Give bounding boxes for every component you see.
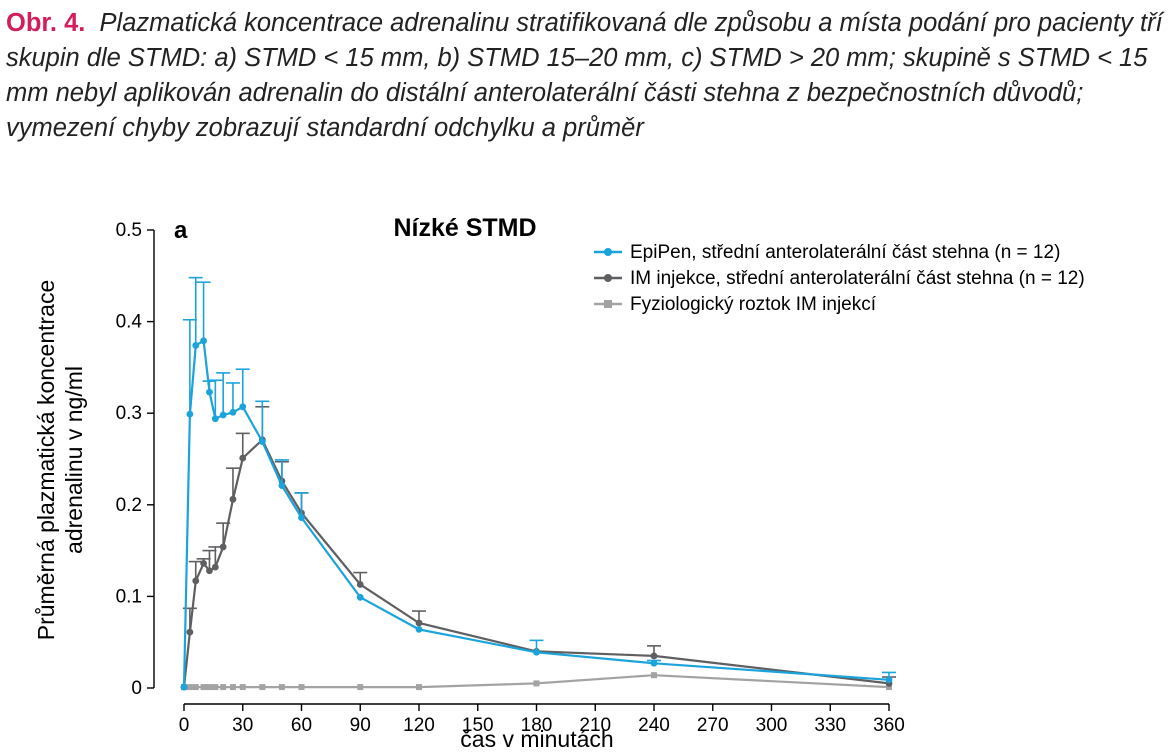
legend-label: EpiPen, střední anterolaterální část ste… [630,242,1060,263]
data-point [259,684,266,691]
legend-item: EpiPen, střední anterolaterální část ste… [594,242,1060,263]
x-tick-label: 360 [873,715,905,736]
data-point [886,684,892,691]
data-point [651,672,657,679]
data-point [186,628,194,636]
legend-item: Fyziologický roztok IM injekcí [594,294,877,315]
legend-label: IM injekce, střední anterolaterální část… [630,268,1085,289]
y-tick-label: 0.3 [116,403,142,424]
data-point [220,684,227,691]
series-3 [181,672,892,691]
legend-swatch-marker [604,274,612,282]
data-point [219,543,227,551]
x-tick-label: 270 [697,715,729,736]
caption-text: Plazmatická koncentrace adrenalinu strat… [6,9,1163,142]
x-tick-label: 0 [179,715,190,736]
y-axis-label-line-1: Průměrná plazmatická koncentrace [33,280,59,641]
x-tick-label: 60 [291,715,312,736]
chart-title: Nízké STMD [393,214,536,242]
data-point [206,388,213,396]
data-point [180,683,188,691]
series-1 [180,276,896,691]
y-tick-label: 0.4 [116,312,143,333]
data-point [298,514,305,522]
y-tick-label: 0.5 [116,220,142,241]
data-point [356,581,364,588]
data-point [533,680,540,687]
data-point [229,495,237,503]
data-point [211,415,219,423]
data-point [239,684,246,691]
data-point [212,684,219,691]
data-point [258,438,266,445]
x-tick-label: 90 [350,715,371,736]
x-tick-label: 150 [462,715,494,736]
data-point [357,684,364,691]
panel-label: a [174,217,188,244]
y-axis-label-line-2: adrenalinu v ng/ml [61,366,87,554]
y-tick-label: 0 [131,678,142,699]
data-point [356,593,364,601]
data-point [186,410,194,418]
y-tick-label: 0.2 [116,495,142,516]
data-point [206,567,213,575]
data-point [200,560,207,567]
x-tick-label: 210 [579,715,611,736]
x-tick-label: 180 [521,715,553,736]
y-tick-label: 0.1 [116,586,142,607]
data-point [650,652,658,660]
legend-label: Fyziologický roztok IM injekcí [630,294,877,315]
legend-swatch-marker [604,300,612,308]
data-point [186,684,193,691]
data-point [229,684,236,691]
data-point [415,625,423,633]
series-2 [180,405,896,691]
x-tick-label: 240 [638,715,670,736]
chart-series [180,276,896,691]
legend-swatch-marker [604,248,612,256]
data-point [211,563,219,571]
data-point [239,403,247,411]
data-point [239,454,247,462]
chart-legend: EpiPen, střední anterolaterální část ste… [594,242,1085,315]
series-line [182,338,890,688]
data-point [416,684,422,691]
figure-caption: Obr. 4. Plazmatická koncentrace adrenali… [6,6,1166,146]
data-point [278,684,285,691]
chart-axes: 0 0.1 0.2 0.3 0.4 0.5 0 30 60 90 120 150 180 210 240 27… [116,220,905,736]
figure-label: Obr. 4. [6,9,86,37]
data-point [278,482,286,489]
data-point [415,619,423,627]
data-point [192,342,200,349]
data-point [885,676,893,684]
data-point [200,684,207,691]
x-axis-label: čas v minutách [460,726,613,752]
data-point [206,684,213,691]
data-point [650,659,658,667]
x-tick-label: 30 [232,715,253,736]
data-point [192,577,200,585]
data-point [192,684,199,691]
data-point [200,337,207,345]
x-tick-label: 120 [403,715,435,736]
data-point [229,408,237,416]
data-point [533,648,540,656]
legend-item: IM injekce, střední anterolaterální část… [594,268,1085,289]
x-tick-label: 300 [756,715,788,736]
x-tick-label: 330 [814,715,846,736]
data-point [298,684,305,691]
data-point [219,411,227,419]
